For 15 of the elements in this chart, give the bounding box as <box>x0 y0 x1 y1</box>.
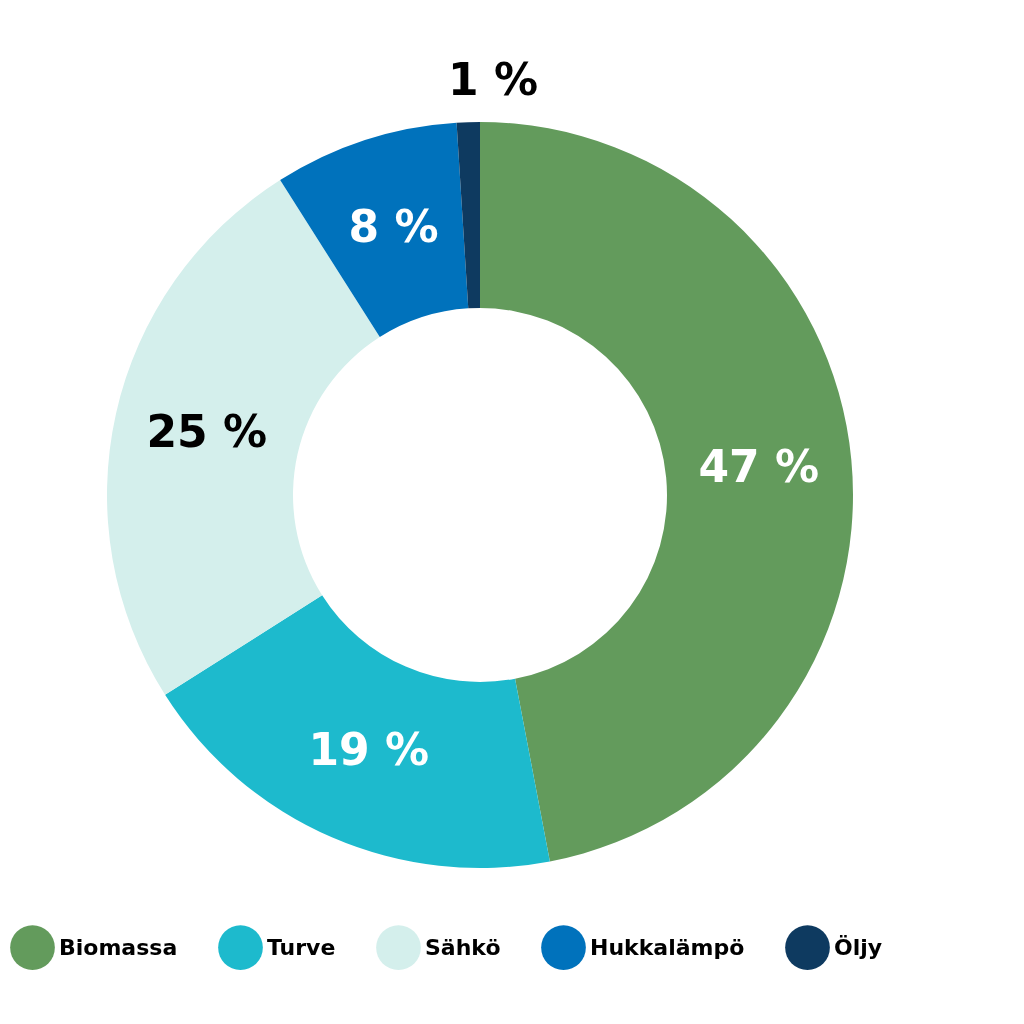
donut-slice <box>165 595 550 868</box>
donut-slice <box>456 122 480 309</box>
legend-label: Hukkalämpö <box>590 934 745 960</box>
donut-slice <box>280 122 469 338</box>
legend-label: Biomassa <box>59 934 178 960</box>
data-label: 47 % <box>698 440 820 492</box>
data-label: 25 % <box>146 405 268 457</box>
donut-slice <box>480 122 853 862</box>
donut-slice <box>107 180 380 695</box>
data-label: 8 % <box>348 200 439 252</box>
legend-label: Turve <box>267 934 336 960</box>
legend-label: Sähkö <box>425 934 501 960</box>
data-label: 19 % <box>308 723 430 775</box>
legend-label: Öljy <box>834 934 883 960</box>
data-label: 1 % <box>447 54 538 106</box>
